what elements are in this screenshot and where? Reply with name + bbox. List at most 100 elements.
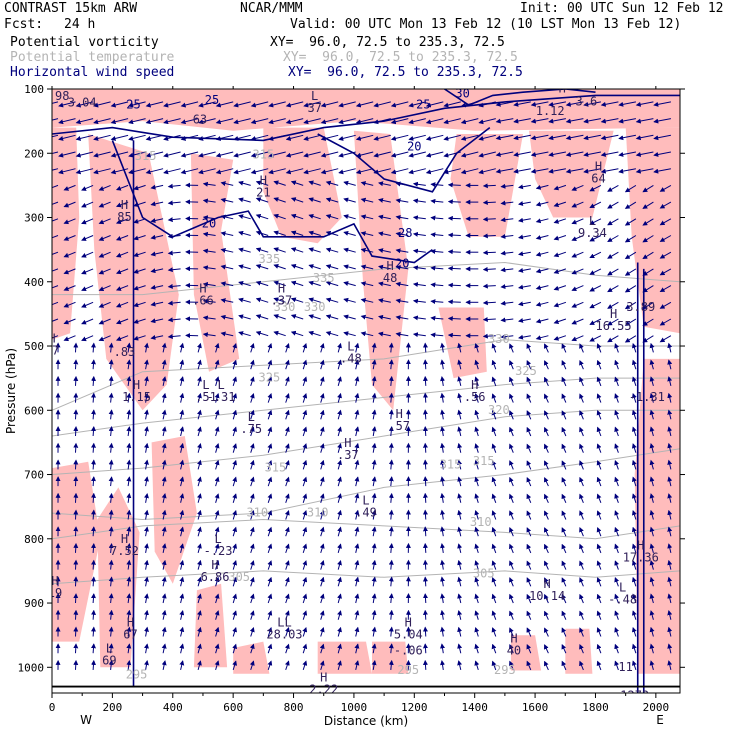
wind-vector bbox=[73, 626, 79, 637]
wind-vector bbox=[144, 342, 149, 353]
wind-vector bbox=[659, 184, 672, 192]
wind-vector bbox=[268, 101, 286, 108]
wind-vector bbox=[631, 476, 637, 487]
extremum-value: 30 bbox=[425, 78, 439, 92]
wind-vector bbox=[474, 409, 480, 420]
wind-vector bbox=[108, 392, 114, 403]
wind-vector bbox=[447, 282, 461, 288]
extremum-marker: H bbox=[48, 332, 55, 346]
wind-vector bbox=[518, 234, 531, 240]
theta-label: 320 bbox=[488, 403, 510, 417]
wind-vector bbox=[220, 231, 234, 237]
wind-vector bbox=[319, 359, 325, 370]
wind-vector bbox=[457, 476, 463, 487]
wind-vector bbox=[526, 660, 532, 671]
extremum-value: 3.89 bbox=[626, 300, 655, 314]
wind-vector bbox=[98, 301, 111, 308]
wind-vector bbox=[443, 118, 461, 125]
wind-vector bbox=[460, 134, 479, 141]
wind-vector bbox=[179, 426, 185, 437]
wind-vector bbox=[378, 314, 391, 320]
wind-vector bbox=[232, 359, 238, 370]
wind-vector bbox=[553, 301, 567, 308]
wind-vector bbox=[90, 543, 96, 553]
extremum-value: 64 bbox=[591, 171, 605, 185]
wind-vector bbox=[526, 577, 532, 587]
wind-vector bbox=[500, 317, 514, 323]
wind-vector bbox=[583, 101, 601, 107]
wind-vector bbox=[232, 426, 238, 437]
wind-vector bbox=[285, 118, 304, 125]
wind-vector bbox=[198, 168, 216, 175]
extremum-marker: H bbox=[133, 378, 140, 392]
wind-vector bbox=[220, 197, 234, 203]
wind-vector bbox=[544, 426, 549, 437]
wind-vector bbox=[52, 151, 59, 155]
wind-vector bbox=[63, 235, 76, 241]
wind-vector bbox=[635, 134, 654, 141]
wind-vector bbox=[179, 576, 185, 587]
wind-vector bbox=[302, 560, 308, 570]
wind-vector bbox=[659, 218, 672, 226]
wind-vector bbox=[284, 376, 290, 387]
wind-vector bbox=[133, 201, 146, 207]
wind-vector bbox=[667, 576, 673, 587]
header-valid: Valid: 00 UTC Mon 13 Feb 12 (10 LST Mon … bbox=[290, 17, 682, 32]
wind-vector bbox=[457, 442, 463, 453]
wind-vector bbox=[81, 218, 94, 225]
wind-vector bbox=[302, 493, 308, 503]
wind-vector bbox=[412, 198, 426, 204]
wind-vector bbox=[63, 184, 76, 191]
wind-vector bbox=[232, 342, 238, 353]
wind-vector bbox=[649, 543, 655, 554]
wind-vector bbox=[544, 527, 549, 537]
extremum-value: -.23 bbox=[204, 544, 233, 558]
wind-vector bbox=[457, 392, 463, 403]
wind-vector bbox=[267, 576, 273, 587]
extremum-value: .49 bbox=[355, 506, 377, 520]
wind-vector bbox=[561, 343, 567, 353]
wind-vector bbox=[649, 359, 655, 370]
wind-vector bbox=[388, 643, 394, 654]
wind-vector bbox=[395, 281, 409, 287]
wind-vector bbox=[500, 217, 514, 223]
wind-vector bbox=[202, 198, 216, 204]
wind-vector bbox=[388, 426, 394, 437]
wind-vector bbox=[561, 393, 567, 403]
wind-vector bbox=[285, 134, 304, 141]
wind-vector bbox=[371, 459, 377, 470]
wind-vector bbox=[667, 610, 673, 620]
extremum-value: .37 bbox=[337, 448, 359, 462]
wind-vector bbox=[233, 118, 251, 125]
wind-vector bbox=[430, 315, 444, 321]
wind-vector bbox=[179, 660, 185, 671]
extremum-value: 7.98 bbox=[41, 89, 70, 103]
wind-vector bbox=[457, 426, 463, 437]
wind-vector bbox=[474, 459, 480, 470]
extremum-value: .75 bbox=[240, 422, 262, 436]
wind-vector bbox=[412, 298, 426, 304]
wind-vector bbox=[509, 660, 514, 671]
wind-vector bbox=[110, 151, 129, 158]
wind-vector bbox=[197, 543, 202, 554]
theta-label: 315 bbox=[440, 457, 462, 471]
wind-vector bbox=[500, 334, 514, 340]
wind-vector bbox=[544, 360, 549, 370]
extremum-value: 85 bbox=[117, 210, 131, 224]
wind-vector bbox=[202, 332, 216, 338]
wind-vector bbox=[337, 509, 342, 520]
wind-vector bbox=[179, 476, 185, 487]
wind-vector bbox=[267, 610, 273, 620]
wind-vector bbox=[302, 393, 308, 403]
wind-vector bbox=[631, 526, 637, 537]
wind-vector bbox=[73, 509, 79, 520]
wind-vector bbox=[535, 285, 549, 291]
wind-vector bbox=[150, 301, 164, 307]
wind-vector bbox=[624, 301, 637, 310]
extremum-value: 6.86 bbox=[201, 570, 230, 584]
wind-vector bbox=[667, 643, 673, 654]
wind-vector bbox=[90, 509, 96, 520]
endpoint-right-label: E bbox=[656, 713, 664, 727]
wind-vector bbox=[509, 443, 514, 453]
wind-vector bbox=[447, 266, 461, 271]
